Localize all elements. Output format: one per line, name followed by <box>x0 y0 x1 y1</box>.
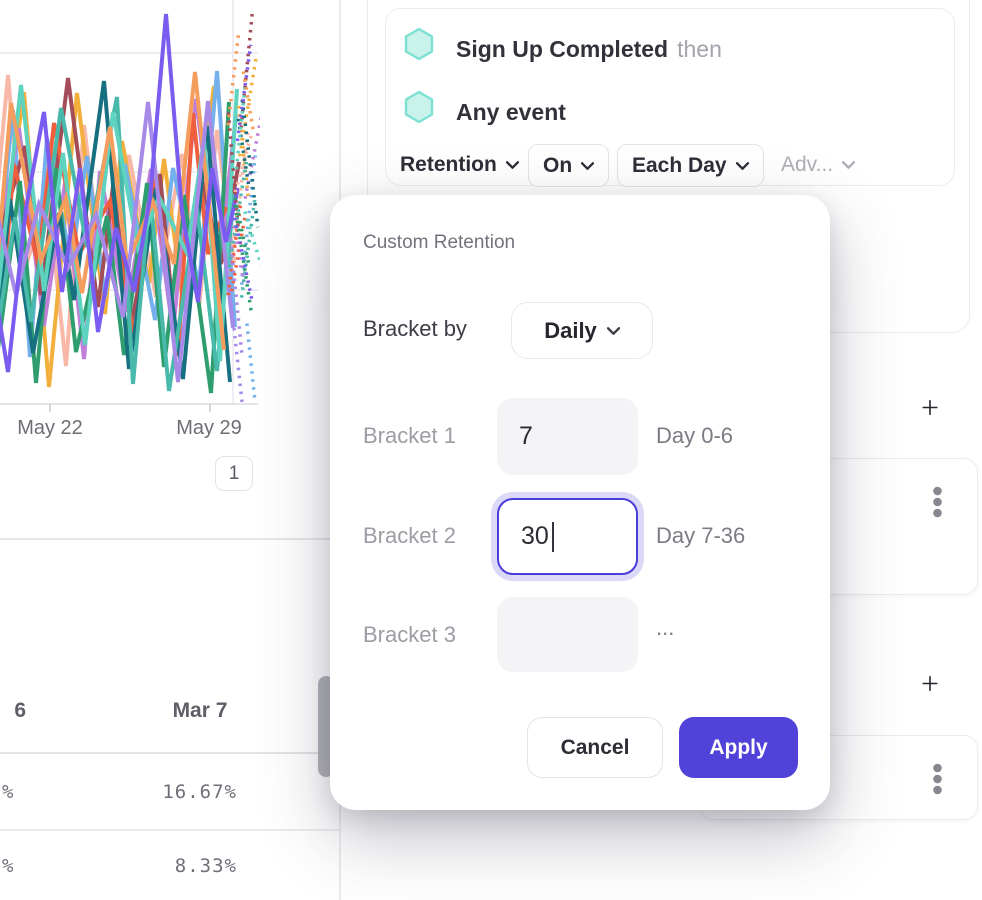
chevron-down-icon <box>581 161 595 170</box>
bracket-by-value: Daily <box>544 317 597 343</box>
kebab-menu-icon[interactable] <box>932 763 943 795</box>
chevron-down-icon <box>505 160 519 169</box>
bracket-2-range: Day 7-36 <box>656 523 746 548</box>
plus-icon <box>922 675 938 691</box>
table-cell-mar7-row1: 16.67% <box>162 781 237 803</box>
modal-title: Custom Retention <box>363 232 516 253</box>
table-cell-partial-2: % <box>2 855 15 877</box>
on-dropdown[interactable]: On <box>528 144 610 187</box>
granularity-dropdown[interactable]: Each Day <box>617 144 764 187</box>
measure-dropdown[interactable]: Retention <box>398 144 521 185</box>
query-step-2[interactable]: Any event <box>456 99 566 126</box>
advanced-dropdown-label: Adv... <box>781 152 834 176</box>
table-header-partial: 6 <box>14 699 26 722</box>
table-cell-partial-1: % <box>2 781 15 803</box>
event-hexagon-icon <box>404 90 434 124</box>
chevron-down-icon <box>735 161 749 170</box>
bracket-1-label: Bracket 1 <box>363 423 456 448</box>
chart-svg <box>0 0 260 412</box>
table-header-divider <box>0 752 339 754</box>
bracket-1-value: 7 <box>519 422 533 450</box>
measure-dropdown-label: Retention <box>400 152 497 176</box>
step-2-event-name: Any event <box>456 99 566 125</box>
bracket-1-input[interactable]: 7 <box>497 398 638 475</box>
bracket-by-label: Bracket by <box>363 316 467 341</box>
bracket-2-label: Bracket 2 <box>363 523 456 548</box>
table-header-mar-7: Mar 7 <box>172 699 228 722</box>
event-hexagon-icon <box>404 27 434 61</box>
pagination-page-1-button[interactable]: 1 <box>215 456 253 491</box>
add-section-button-1[interactable] <box>916 393 944 421</box>
table-cell-mar7-row2: 8.33% <box>174 855 237 877</box>
query-step-1[interactable]: Sign Up Completed then <box>456 36 722 63</box>
bracket-2-input[interactable]: 30 <box>497 498 638 575</box>
on-dropdown-label: On <box>543 153 573 177</box>
x-axis-label-may-22: May 22 <box>17 417 83 439</box>
granularity-dropdown-label: Each Day <box>632 153 727 177</box>
chevron-down-icon <box>606 326 620 335</box>
custom-retention-modal: Custom Retention Bracket by Daily Bracke… <box>330 195 830 810</box>
add-section-button-2[interactable] <box>916 669 944 697</box>
bracket-3-input[interactable] <box>497 597 638 672</box>
chart-table-section-divider <box>0 538 339 540</box>
chevron-down-icon <box>842 160 856 169</box>
plus-icon <box>922 399 938 415</box>
bracket-3-range: ... <box>656 615 675 640</box>
bracket-3-label: Bracket 3 <box>363 622 456 647</box>
bracket-by-dropdown[interactable]: Daily <box>511 302 653 359</box>
bracket-1-range: Day 0-6 <box>656 423 734 448</box>
text-cursor <box>551 521 554 552</box>
cancel-button[interactable]: Cancel <box>527 717 663 778</box>
step-1-connector: then <box>677 36 722 62</box>
table-row-divider <box>0 829 339 831</box>
bracket-2-value: 30 <box>521 522 549 550</box>
apply-button[interactable]: Apply <box>679 717 798 778</box>
x-axis-label-may-29: May 29 <box>176 417 242 439</box>
query-builder-panel: Sign Up Completed then Any event Retentio… <box>385 8 955 187</box>
kebab-menu-icon[interactable] <box>932 486 943 518</box>
step-1-event-name: Sign Up Completed <box>456 36 669 62</box>
advanced-dropdown[interactable]: Adv... <box>779 144 857 185</box>
